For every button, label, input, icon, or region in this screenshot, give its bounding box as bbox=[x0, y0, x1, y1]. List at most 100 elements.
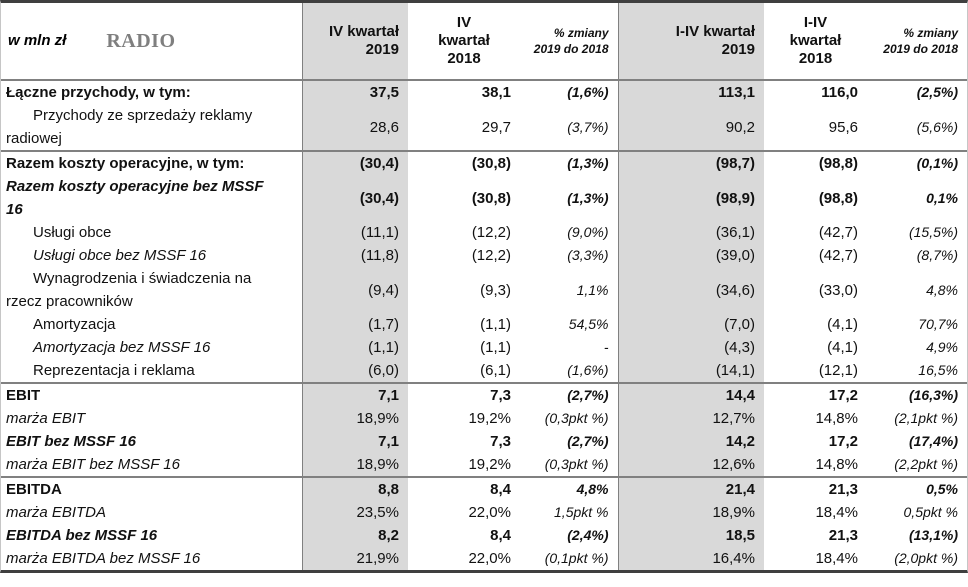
value-cell-ytd-2018: (33,0) bbox=[818, 281, 858, 299]
value-cell-ytd-2019: 21,4 bbox=[617, 476, 764, 501]
value-cell-ytd-2019: (34,6) bbox=[617, 267, 764, 313]
value-cell-q4-2019: 7,1 bbox=[301, 430, 408, 453]
pct-cell-chg-ytd: (13,1%) bbox=[908, 527, 958, 543]
value-cell-ytd-2019: 12,7% bbox=[617, 407, 764, 430]
table-row-12: marża EBIT 18,9% 19,2% (0,3pkt %) 12,7% 14,8%… bbox=[1, 407, 967, 430]
table-body: Łączne przychody, w tym: 37,5 38,1 (1,6%) 11… bbox=[1, 80, 967, 570]
value-cell-ytd-2018: 17,2 bbox=[764, 382, 867, 407]
value-cell-ytd-2018: 18,4% bbox=[815, 550, 858, 567]
value-cell-ytd-2018: (42,7) bbox=[818, 247, 858, 264]
value-cell-q4-2018: 29,7 bbox=[481, 118, 511, 136]
value-cell-q4-2019: 23,5% bbox=[301, 501, 408, 524]
value-cell-q4-2018: 7,3 bbox=[490, 433, 511, 450]
value-cell-ytd-2018: 14,8% bbox=[815, 456, 858, 473]
corner-header-content: w mln zł RADIO bbox=[1, 31, 302, 51]
unit-label: w mln zł bbox=[8, 32, 67, 49]
value-cell-q4-2019: (11,8) bbox=[301, 244, 408, 267]
value-cell-q4-2019: (1,1) bbox=[301, 336, 408, 359]
pct-cell-chg-ytd: 0,5pkt % bbox=[903, 504, 958, 520]
value-cell-q4-2019: 8,2 bbox=[301, 524, 408, 547]
value-cell-ytd-2018: 21,3 bbox=[764, 476, 867, 501]
table-row-1: Łączne przychody, w tym: 37,5 38,1 (1,6%) 11… bbox=[1, 80, 967, 104]
column-header-q4-2018: IV kwartał 2018 bbox=[408, 3, 520, 81]
value-cell-ytd-2018: 14,8% bbox=[815, 410, 858, 427]
pct-cell-chg-q4: (3,3%) bbox=[567, 247, 609, 263]
table-row-13: EBIT bez MSSF 16 7,1 7,3 (2,7%) 14,2 17,2 (17,… bbox=[1, 430, 967, 453]
pct-cell-chg-q4: (1,3%) bbox=[520, 150, 618, 175]
row-label: marża EBIT bbox=[6, 410, 86, 427]
pct-cell-chg-ytd: (8,7%) bbox=[916, 247, 958, 263]
pct-cell-chg-q4: (0,3pkt %) bbox=[544, 410, 609, 426]
column-header-ytd-2019: I-IV kwartał 2019 bbox=[617, 3, 764, 81]
corner-header-cell: w mln zł RADIO bbox=[1, 3, 302, 81]
table-row-15: EBITDA 8,8 8,4 4,8% 21,4 21,3 0,5% bbox=[1, 476, 967, 501]
pct-cell-chg-q4: 1,5pkt % bbox=[554, 504, 609, 520]
pct-cell-chg-q4: (2,7%) bbox=[567, 433, 609, 449]
value-cell-ytd-2018: 21,3 bbox=[828, 527, 858, 544]
value-cell-ytd-2019: 14,4 bbox=[617, 382, 764, 407]
pct-cell-chg-ytd: (2,5%) bbox=[916, 84, 958, 100]
pct-cell-chg-q4: - bbox=[603, 339, 609, 355]
value-cell-q4-2018: 19,2% bbox=[468, 410, 511, 427]
pct-cell-chg-q4: (3,7%) bbox=[567, 118, 609, 135]
row-label: Usługi obce bez MSSF 16 bbox=[33, 247, 207, 264]
pct-cell-chg-q4: 54,5% bbox=[568, 316, 609, 332]
value-cell-q4-2018: 7,3 bbox=[408, 382, 520, 407]
row-label: Razem koszty operacyjne bez MSSF 16 bbox=[6, 178, 264, 218]
pct-cell-chg-ytd: 70,7% bbox=[918, 316, 958, 332]
value-cell-q4-2019: 8,8 bbox=[301, 476, 408, 501]
table-row-2: Przychody ze sprzedaży reklamy radiowej 2… bbox=[1, 104, 967, 151]
value-cell-ytd-2019: (39,0) bbox=[617, 244, 764, 267]
row-label: marża EBITDA bez MSSF 16 bbox=[6, 550, 201, 567]
value-cell-q4-2019: (11,1) bbox=[301, 221, 408, 244]
table-row-18: marża EBITDA bez MSSF 16 21,9% 22,0% (0,1pk… bbox=[1, 547, 967, 570]
value-cell-ytd-2018: 18,4% bbox=[815, 504, 858, 521]
value-cell-ytd-2018: 95,6 bbox=[828, 118, 858, 136]
pct-cell-chg-ytd: (2,1pkt %) bbox=[894, 410, 958, 426]
pct-cell-chg-ytd: 16,5% bbox=[918, 362, 958, 378]
value-cell-ytd-2019: (7,0) bbox=[617, 313, 764, 336]
row-label: Wynagrodzenia i świadczenia na rzecz pra… bbox=[6, 270, 252, 310]
value-cell-ytd-2018: (98,8) bbox=[764, 150, 867, 175]
value-cell-q4-2018: (9,3) bbox=[480, 281, 511, 299]
value-cell-ytd-2019: (98,9) bbox=[617, 175, 764, 221]
value-cell-q4-2018: (12,2) bbox=[471, 247, 511, 264]
pct-cell-chg-ytd: (5,6%) bbox=[916, 118, 958, 135]
table-row-11: EBIT 7,1 7,3 (2,7%) 14,4 17,2 (16,3%) bbox=[1, 382, 967, 407]
table-header: w mln zł RADIO IV kwartał 2019 IV kwartał… bbox=[1, 3, 967, 81]
pct-cell-chg-ytd: (15,5%) bbox=[908, 224, 958, 240]
row-label: Razem koszty operacyjne, w tym: bbox=[1, 150, 302, 175]
value-cell-q4-2019: 7,1 bbox=[301, 382, 408, 407]
value-cell-q4-2018: (6,1) bbox=[480, 362, 511, 379]
pct-cell-chg-ytd: (0,1%) bbox=[867, 150, 967, 175]
value-cell-q4-2018: 19,2% bbox=[468, 456, 511, 473]
row-label: Amortyzacja bbox=[33, 316, 116, 333]
value-cell-ytd-2018: 116,0 bbox=[821, 84, 858, 101]
value-cell-q4-2019: (1,7) bbox=[301, 313, 408, 336]
value-cell-q4-2019: 37,5 bbox=[301, 80, 408, 104]
pct-cell-chg-q4: (1,6%) bbox=[567, 362, 609, 378]
table-row-9: Amortyzacja bez MSSF 16 (1,1) (1,1) - (4,3) (… bbox=[1, 336, 967, 359]
value-cell-ytd-2018: (4,1) bbox=[827, 316, 858, 333]
row-label: Łączne przychody, w tym: bbox=[6, 84, 191, 101]
value-cell-q4-2019: 28,6 bbox=[301, 104, 408, 151]
header-row: w mln zł RADIO IV kwartał 2019 IV kwartał… bbox=[1, 3, 967, 81]
row-label: Przychody ze sprzedaży reklamy radiowej bbox=[6, 107, 253, 147]
row-label: Usługi obce bbox=[33, 224, 112, 241]
value-cell-q4-2019: (9,4) bbox=[301, 267, 408, 313]
pct-cell-chg-q4: (0,3pkt %) bbox=[544, 456, 609, 472]
column-header-chg-ytd: % zmiany 2019 do 2018 bbox=[867, 3, 967, 81]
value-cell-q4-2019: (6,0) bbox=[301, 359, 408, 383]
row-label: EBIT bez MSSF 16 bbox=[6, 433, 137, 450]
pct-cell-chg-ytd: (2,2pkt %) bbox=[894, 456, 958, 472]
pct-cell-chg-ytd: 0,1% bbox=[926, 189, 958, 206]
pct-cell-chg-ytd: 4,9% bbox=[926, 339, 958, 355]
value-cell-q4-2018: (1,1) bbox=[480, 316, 511, 333]
value-cell-ytd-2018: (98,8) bbox=[818, 189, 858, 207]
value-cell-q4-2019: 18,9% bbox=[301, 407, 408, 430]
value-cell-ytd-2019: 12,6% bbox=[617, 453, 764, 477]
table-row-7: Wynagrodzenia i świadczenia na rzecz pra… bbox=[1, 267, 967, 313]
value-cell-ytd-2018: (42,7) bbox=[818, 224, 858, 241]
pct-cell-chg-q4: (1,6%) bbox=[567, 84, 609, 100]
pct-cell-chg-ytd: (16,3%) bbox=[867, 382, 967, 407]
